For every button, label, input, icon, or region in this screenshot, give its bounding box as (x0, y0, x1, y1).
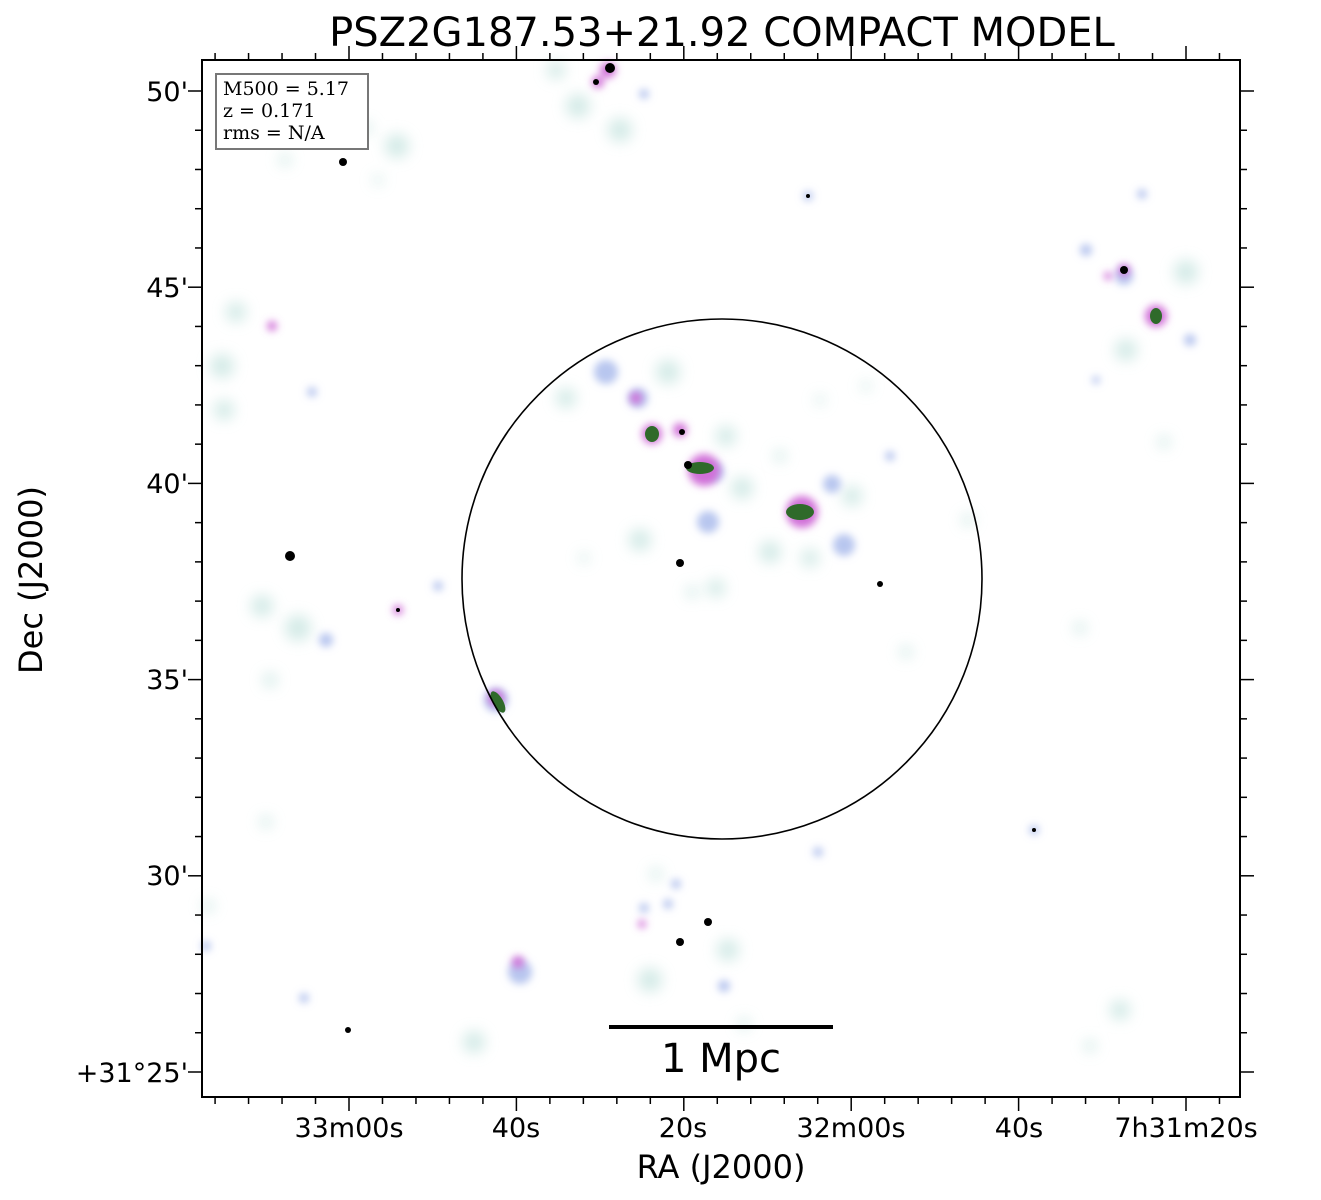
image-area (201, 61, 1198, 1053)
y-tick-label: 30' (146, 861, 188, 892)
info-redshift: z = 0.171 (223, 100, 315, 122)
r500-circle (461, 318, 983, 840)
x-tick-label: 40s (995, 1113, 1043, 1144)
y-tick-label: 45' (146, 273, 188, 304)
y-tick-label: +31°25' (76, 1058, 188, 1089)
x-tick-label: 32m00s (796, 1113, 905, 1144)
x-tick-label: 33m00s (294, 1113, 403, 1144)
scale-bar: 1 Mpc (609, 1025, 833, 1082)
x-tick-labels: 33m00s 40s 20s 32m00s 40s 7h31m20s (294, 1113, 1257, 1144)
plot-title: PSZ2G187.53+21.92 COMPACT MODEL (329, 10, 1115, 56)
x-tick-label: 20s (659, 1113, 707, 1144)
y-axis-label: Dec (J2000) (12, 486, 50, 674)
y-tick-labels: 50' 45' 40' 35' 30' +31°25' (76, 77, 188, 1089)
source-peaks (285, 63, 1128, 1033)
faint-sources (202, 61, 1198, 1053)
info-rms: rms = N/A (223, 122, 325, 144)
y-tick-label: 35' (146, 665, 188, 696)
mid-sources (201, 89, 1196, 1003)
y-tick-label: 40' (146, 469, 188, 500)
plot-frame (201, 59, 1241, 1098)
info-mass: M500 = 5.17 (223, 78, 349, 100)
y-tick-label: 50' (146, 77, 188, 108)
x-tick-label: 40s (492, 1113, 540, 1144)
x-axis-label: RA (J2000) (637, 1148, 806, 1186)
axis-ticks (188, 46, 1254, 1111)
x-tick-label: 7h31m20s (1114, 1113, 1257, 1144)
scale-bar-label: 1 Mpc (661, 1036, 781, 1082)
info-box: M500 = 5.17 z = 0.171 rms = N/A (215, 73, 369, 150)
source-cores (490, 308, 1162, 713)
